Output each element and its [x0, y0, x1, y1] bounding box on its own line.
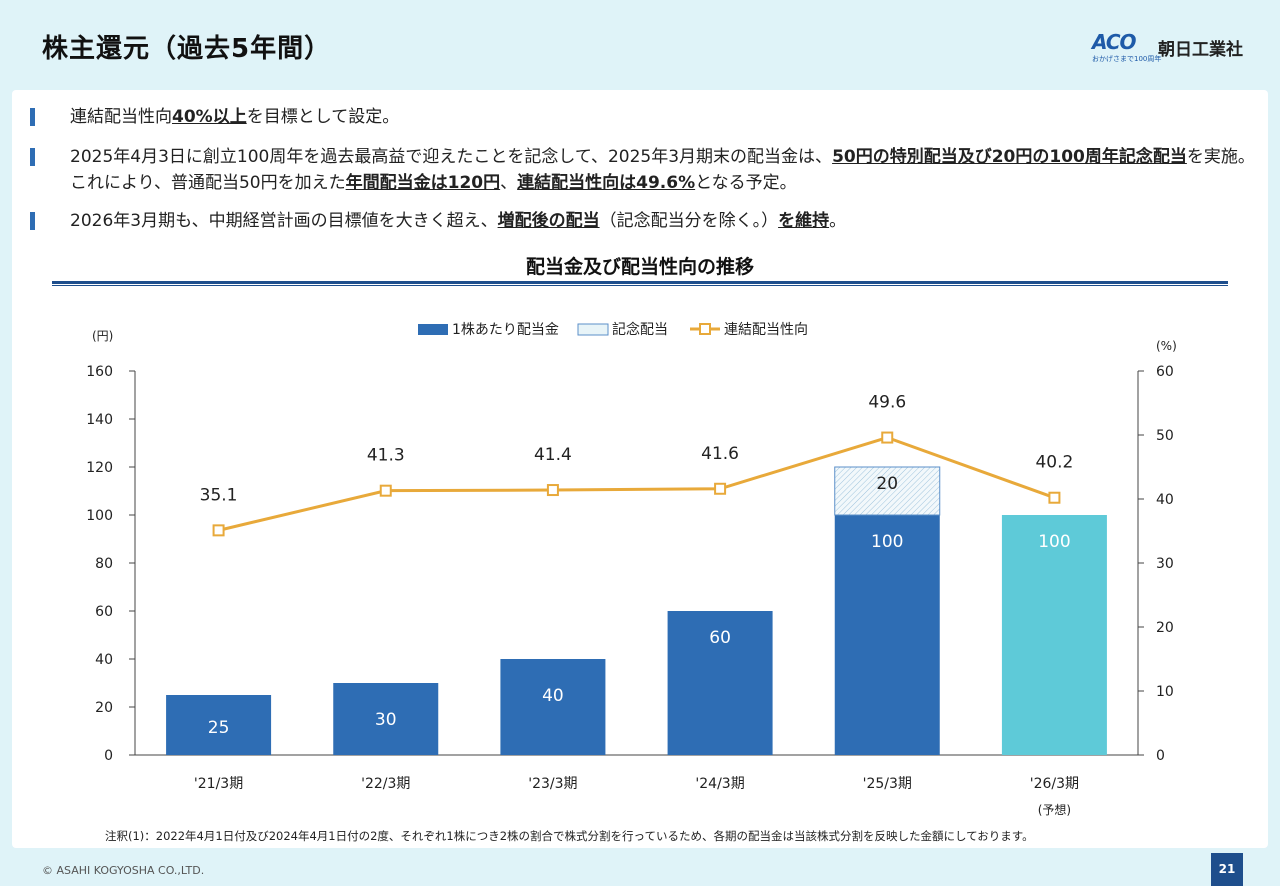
y-tick-label: 120	[86, 460, 113, 476]
bullet-text: 。	[829, 211, 847, 231]
payout-ratio-label: 41.4	[534, 445, 572, 465]
payout-ratio-point	[546, 484, 559, 497]
x-tick-label: '21/3期	[194, 776, 243, 792]
legend-label-payout: 連結配当性向	[724, 322, 808, 338]
emphasis-text: 連結配当性向は49.6%	[517, 173, 696, 193]
bullet-text: 2026年3月期も、中期経営計画の目標値を大きく超え、	[70, 211, 498, 231]
y2-tick-label: 60	[1156, 364, 1174, 380]
y-tick-label: 40	[95, 652, 113, 668]
dividend-bar	[500, 659, 606, 755]
dividend-bar-label: 30	[375, 710, 397, 730]
legend-label-dividend: 1株あたり配当金	[452, 322, 559, 338]
chart-title: 配当金及び配当性向の推移	[525, 256, 754, 278]
payout-ratio-label: 35.1	[200, 485, 238, 505]
dividend-bar	[667, 611, 773, 755]
dividend-bar-label: 100	[871, 532, 903, 552]
payout-ratio-line	[218, 435, 1055, 532]
bullet-text: 、	[500, 173, 518, 193]
bullet-text: となる予定。	[695, 173, 797, 193]
y-tick-label: 140	[86, 412, 113, 428]
dividend-bar	[1001, 515, 1107, 755]
y2-tick-label: 0	[1156, 748, 1165, 764]
bullet-text: を実施。これにより、普通配当50円を加えた	[70, 147, 1255, 193]
dividend-bar-label: 100	[1038, 532, 1070, 552]
page-number: 21	[1211, 853, 1243, 886]
page-title: 株主還元（過去5年間）	[42, 34, 332, 64]
payout-ratio-label: 41.6	[701, 444, 739, 464]
x-tick-label: '26/3期	[1030, 776, 1079, 792]
bullet-fy2026-policy: 2026年3月期も、中期経営計画の目標値を大きく超え、増配後の配当（記念配当分を…	[30, 208, 1260, 234]
x-tick-label: '25/3期	[863, 776, 912, 792]
dividend-bar	[166, 695, 272, 755]
y2-axis-unit: (%)	[1156, 339, 1177, 353]
legend-swatch-dividend	[418, 324, 448, 335]
payout-ratio-label: 41.3	[367, 446, 405, 466]
title-rule	[52, 281, 1228, 284]
y-axis-unit: (円)	[92, 329, 113, 343]
dividend-bar-label: 60	[709, 628, 731, 648]
x-tick-label: '23/3期	[528, 776, 577, 792]
logo-tagline: おかげさまで100周年	[1092, 55, 1162, 63]
x-tick-label: '24/3期	[695, 776, 744, 792]
y-tick-label: 160	[86, 364, 113, 380]
emphasis-text: 年間配当金は120円	[345, 173, 501, 193]
y-tick-label: 60	[95, 604, 113, 620]
commemorative-bar-label: 20	[876, 474, 898, 494]
y-tick-label: 100	[86, 508, 113, 524]
bullet-text: 2025年4月3日に創立100周年を過去最高益で迎えたことを記念して、2025年…	[70, 147, 833, 167]
payout-ratio-label: 49.6	[868, 393, 906, 413]
commemorative-bar	[834, 466, 941, 516]
y-tick-label: 20	[95, 700, 113, 716]
payout-ratio-point	[714, 482, 727, 495]
payout-ratio-point	[881, 431, 894, 444]
company-logo: ACO おかげさまで100周年 朝日工業社	[1092, 30, 1252, 66]
dividend-bar-label: 40	[542, 686, 564, 706]
x-tick-label: '22/3期	[361, 776, 410, 792]
payout-ratio-point	[379, 484, 392, 497]
x-tick-note: (予想)	[1038, 802, 1071, 817]
emphasis-text: 50円の特別配当及び20円の100周年記念配当	[832, 147, 1187, 167]
bullet-text: 連結配当性向	[70, 107, 172, 127]
y2-tick-label: 20	[1156, 620, 1174, 636]
company-name: 朝日工業社	[1158, 40, 1243, 60]
y2-tick-label: 40	[1156, 492, 1174, 508]
payout-ratio-point	[212, 524, 225, 537]
y2-tick-label: 10	[1156, 684, 1174, 700]
y2-tick-label: 50	[1156, 428, 1174, 444]
dividend-bar-label: 25	[208, 718, 230, 738]
legend-swatch-payout-marker	[699, 323, 711, 335]
footnote: 注釈(1)：2022年4月1日付及び2024年4月1日付の2度、それぞれ1株につ…	[105, 829, 1034, 843]
bullet-text: を目標として設定。	[246, 107, 400, 127]
dividend-bar	[333, 683, 439, 755]
legend-label-commemorative: 記念配当	[612, 321, 668, 338]
legend-swatch-commemorative	[577, 323, 609, 336]
y-tick-label: 0	[104, 748, 113, 764]
copyright: © ASAHI KOGYOSHA CO.,LTD.	[42, 864, 205, 877]
logo-mark: ACO	[1092, 30, 1137, 54]
title-rule-thin	[52, 285, 1228, 286]
payout-ratio-point	[1048, 491, 1061, 504]
bullet-text: （記念配当分を除く。）	[599, 211, 779, 231]
bullet-payout-target: 連結配当性向40%以上を目標として設定。	[30, 104, 1260, 130]
emphasis-text: 40%以上	[172, 107, 247, 127]
dividend-bar	[834, 515, 940, 755]
y-tick-label: 80	[95, 556, 113, 572]
bullet-anniversary-dividend: 2025年4月3日に創立100周年を過去最高益で迎えたことを記念して、2025年…	[30, 144, 1260, 196]
emphasis-text: を維持	[778, 211, 830, 231]
y2-tick-label: 30	[1156, 556, 1174, 572]
emphasis-text: 増配後の配当	[497, 211, 600, 231]
payout-ratio-label: 40.2	[1035, 453, 1073, 473]
